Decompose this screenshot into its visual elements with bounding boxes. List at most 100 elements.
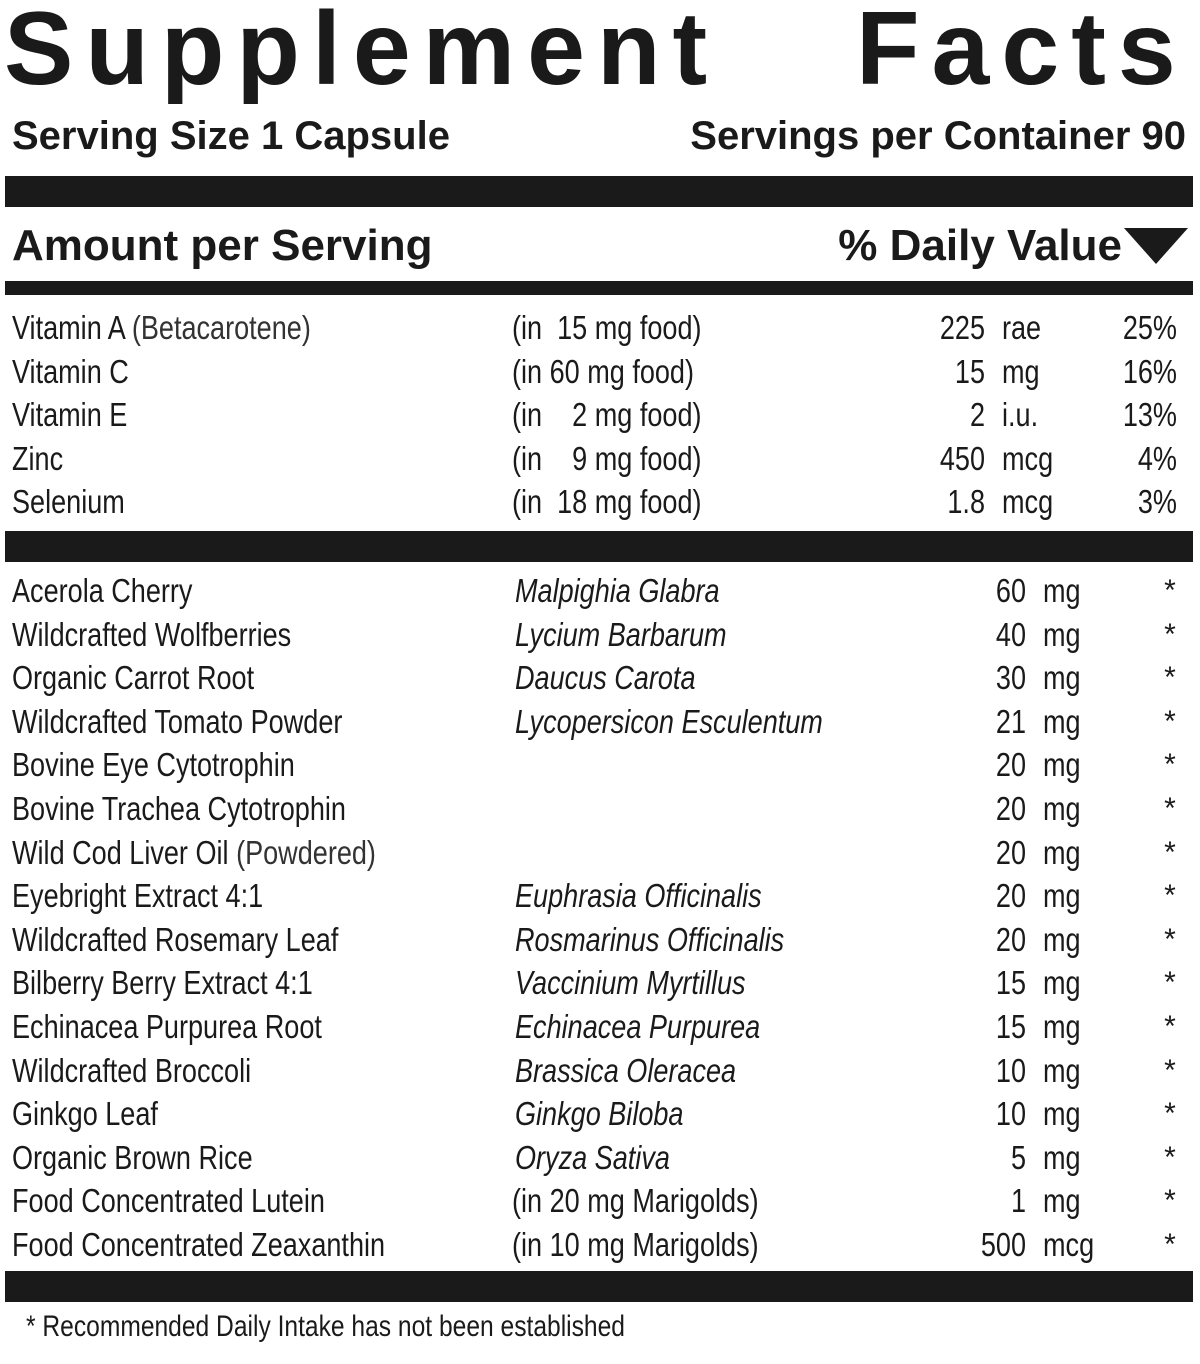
ingredient-amount: 20 xyxy=(995,746,1026,784)
ingredient-source: (in 20 mg Marigolds) xyxy=(512,1182,759,1220)
vitamin-food-source: (in 15 mg food) xyxy=(512,309,702,346)
ingredient-daily-value-asterisk: * xyxy=(1164,1010,1176,1043)
vitamin-name-text: Selenium xyxy=(12,483,125,521)
ingredient-name: Wildcrafted Tomato Powder xyxy=(12,700,342,743)
ingredient-latin-name: Lycium Barbarum xyxy=(515,615,727,653)
amount-per-serving-header: Amount per Serving xyxy=(12,221,433,270)
vitamin-food-source: (in 2 mg food) xyxy=(512,396,702,434)
vitamin-name: Vitamin A (Betacarotene) xyxy=(12,306,311,349)
ingredient-amount: 20 xyxy=(995,877,1026,915)
ingredient-row: Food Concentrated Lutein (in 20 mg Marigo… xyxy=(0,1179,1200,1222)
ingredient-name-text: Wildcrafted Tomato Powder xyxy=(12,702,343,740)
ingredient-row: Bilberry Berry Extract 4:1 Vaccinium Myrt… xyxy=(0,961,1200,1004)
ingredient-amount: 1 xyxy=(1010,1182,1026,1220)
ingredient-name: Acerola Cherry xyxy=(12,569,192,612)
ingredient-row: Bovine Eye Cytotrophin 20 mg * xyxy=(0,743,1200,786)
vitamin-amount: 1.8 xyxy=(947,483,985,521)
vitamin-food-source: (in 60 mg food) xyxy=(512,352,695,390)
ingredient-latin-name: Malpighia Glabra xyxy=(515,572,720,609)
vitamin-unit: mg xyxy=(1002,352,1040,390)
ingredient-row: Ginkgo Leaf Ginkgo Biloba 10 mg * xyxy=(0,1092,1200,1135)
ingredient-name-text: Food Concentrated Zeaxanthin xyxy=(12,1226,386,1263)
vitamin-daily-value: 25% xyxy=(1122,309,1177,346)
ingredient-unit: mg xyxy=(1043,659,1081,697)
ingredient-name-text: Organic Brown Rice xyxy=(12,1138,253,1176)
ingredient-daily-value-asterisk: * xyxy=(1164,835,1176,869)
vitamin-amount: 2 xyxy=(969,396,985,434)
triangle-down-icon xyxy=(1124,228,1188,264)
ingredient-amount: 21 xyxy=(995,702,1026,740)
ingredient-name-text: Wildcrafted Rosemary Leaf xyxy=(12,920,339,958)
ingredient-amount: 500 xyxy=(980,1226,1026,1263)
ingredient-name: Food Concentrated Lutein xyxy=(12,1179,325,1222)
vitamin-amount: 450 xyxy=(939,439,985,477)
footnote: * Recommended Daily Intake has not been … xyxy=(26,1310,625,1343)
ingredient-row: Wildcrafted Tomato Powder Lycopersicon Es… xyxy=(0,700,1200,743)
ingredient-latin-name: Ginkgo Biloba xyxy=(515,1095,684,1133)
ingredient-amount: 20 xyxy=(995,920,1026,958)
vitamin-row: Vitamin C (in 60 mg food) 15 mg 16% xyxy=(0,350,1200,393)
vitamin-name-text: Vitamin C xyxy=(12,352,129,390)
ingredient-name-text: Eyebright Extract 4:1 xyxy=(12,877,264,915)
ingredient-name-text: Wild Cod Liver Oil xyxy=(12,833,229,871)
vitamin-name: Vitamin C xyxy=(12,350,129,393)
title-word-supplement: Supplement xyxy=(4,0,720,104)
ingredient-name-note: (Powdered) xyxy=(236,833,376,871)
vitamin-daily-value: 4% xyxy=(1137,439,1177,477)
ingredient-name-text: Echinacea Purpurea Root xyxy=(12,1008,322,1045)
ingredient-latin-name: Rosmarinus Officinalis xyxy=(515,920,785,958)
ingredient-name: Wildcrafted Wolfberries xyxy=(12,613,291,656)
ingredient-latin-name: Daucus Carota xyxy=(515,659,696,697)
ingredient-row: Wildcrafted Wolfberries Lycium Barbarum 40… xyxy=(0,613,1200,656)
ingredient-row: Acerola Cherry Malpighia Glabra 60 mg * xyxy=(0,569,1200,612)
ingredient-unit: mg xyxy=(1043,746,1081,784)
ingredient-unit: mg xyxy=(1043,1138,1081,1176)
ingredient-name: Bilberry Berry Extract 4:1 xyxy=(12,961,313,1004)
ingredient-name-text: Bovine Eye Cytotrophin xyxy=(12,746,295,784)
ingredient-name-text: Food Concentrated Lutein xyxy=(12,1182,325,1220)
ingredient-daily-value-asterisk: * xyxy=(1164,748,1176,782)
ingredient-amount: 10 xyxy=(995,1051,1026,1089)
vitamin-name: Zinc xyxy=(12,437,63,480)
ingredient-name: Bovine Eye Cytotrophin xyxy=(12,743,295,786)
vitamin-unit: mcg xyxy=(1002,439,1054,477)
ingredient-name: Eyebright Extract 4:1 xyxy=(12,874,263,917)
ingredient-daily-value-asterisk: * xyxy=(1164,922,1176,956)
serving-size: Serving Size 1 Capsule xyxy=(12,114,450,158)
vitamin-row: Selenium (in 18 mg food) 1.8 mcg 3% xyxy=(0,480,1200,523)
ingredient-unit: mg xyxy=(1043,1182,1081,1220)
vitamin-daily-value: 13% xyxy=(1122,396,1177,434)
ingredient-daily-value-asterisk: * xyxy=(1164,1097,1176,1131)
vitamin-food-source: (in 18 mg food) xyxy=(512,483,702,521)
ingredient-daily-value-asterisk: * xyxy=(1164,661,1176,695)
ingredient-name: Wild Cod Liver Oil (Powdered) xyxy=(12,831,376,874)
ingredient-amount: 5 xyxy=(1010,1138,1026,1176)
ingredient-daily-value-asterisk: * xyxy=(1164,879,1176,913)
ingredient-name-text: Wildcrafted Broccoli xyxy=(12,1051,252,1089)
ingredient-daily-value-asterisk: * xyxy=(1164,1228,1176,1261)
vitamin-name-text: Vitamin A xyxy=(12,309,125,346)
vitamin-unit: mcg xyxy=(1002,483,1054,521)
ingredient-daily-value-asterisk: * xyxy=(1164,966,1176,1000)
ingredient-row: Wild Cod Liver Oil (Powdered) 20 mg * xyxy=(0,831,1200,874)
ingredient-unit: mg xyxy=(1043,790,1081,827)
thick-divider-top xyxy=(5,176,1193,207)
ingredient-name-text: Organic Carrot Root xyxy=(12,659,255,697)
ingredient-source: (in 10 mg Marigolds) xyxy=(512,1226,759,1263)
vitamin-food-source: (in 9 mg food) xyxy=(512,439,702,477)
ingredient-name: Organic Brown Rice xyxy=(12,1136,253,1179)
ingredient-name: Echinacea Purpurea Root xyxy=(12,1005,322,1048)
vitamin-unit: rae xyxy=(1002,309,1042,346)
servings-per-container: Servings per Container 90 xyxy=(690,114,1186,158)
ingredient-daily-value-asterisk: * xyxy=(1164,1140,1176,1174)
ingredient-unit: mg xyxy=(1043,964,1081,1002)
ingredient-name: Food Concentrated Zeaxanthin xyxy=(12,1223,385,1266)
vitamin-row: Zinc (in 9 mg food) 450 mcg 4% xyxy=(0,437,1200,480)
ingredient-name: Bovine Trachea Cytotrophin xyxy=(12,787,346,830)
ingredient-name: Ginkgo Leaf xyxy=(12,1092,158,1135)
vitamin-amount: 225 xyxy=(939,309,985,346)
label-title: Supplement Facts xyxy=(4,0,1194,104)
ingredient-latin-name: Lycopersicon Esculentum xyxy=(515,702,823,740)
thick-divider-middle xyxy=(5,531,1193,562)
ingredient-amount: 40 xyxy=(995,615,1026,653)
